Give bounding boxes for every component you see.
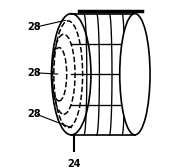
Ellipse shape — [120, 14, 150, 135]
Text: 28: 28 — [27, 68, 41, 78]
Text: 28: 28 — [27, 109, 41, 119]
Text: 24: 24 — [68, 159, 81, 168]
Text: 28: 28 — [27, 22, 41, 32]
Polygon shape — [71, 14, 135, 135]
